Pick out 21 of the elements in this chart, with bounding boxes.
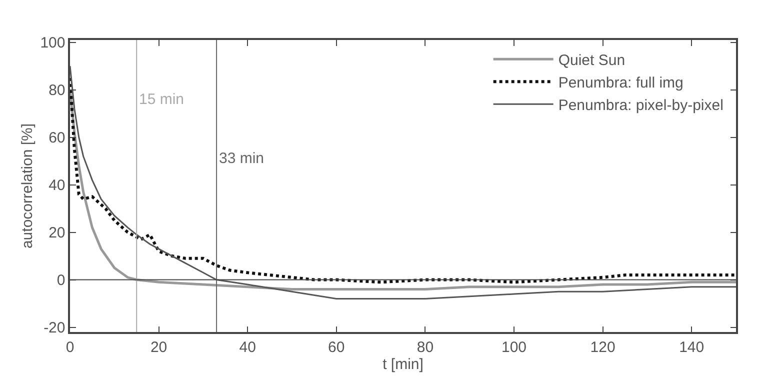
x-tick-label: 60 xyxy=(328,338,345,356)
legend-label: Quiet Sun xyxy=(558,52,626,70)
x-tick-label: 120 xyxy=(590,338,616,356)
y-tick-label: 60 xyxy=(48,130,66,147)
ref-line-label: 15 min xyxy=(139,91,184,108)
legend-label: Penumbra: pixel-by-pixel xyxy=(558,97,724,114)
ref-line-label: 33 min xyxy=(219,150,264,167)
x-tick-label: 40 xyxy=(239,338,256,356)
x-tick-label: 100 xyxy=(501,338,527,356)
y-tick-label: 100 xyxy=(40,34,66,52)
x-tick-label: 80 xyxy=(416,338,434,356)
x-tick-label: 140 xyxy=(679,338,704,356)
legend-label: Penumbra: full img xyxy=(558,74,684,92)
x-tick-label: 20 xyxy=(150,338,168,356)
y-tick-label: 80 xyxy=(48,82,66,100)
y-axis-title: autocorrelation [%] xyxy=(18,123,36,249)
y-tick-label: -20 xyxy=(44,320,66,336)
y-tick-label: 0 xyxy=(56,272,66,290)
y-tick-label: 40 xyxy=(48,177,66,194)
y-tick-label: 20 xyxy=(48,224,66,242)
x-axis-title: t [min] xyxy=(382,356,424,373)
